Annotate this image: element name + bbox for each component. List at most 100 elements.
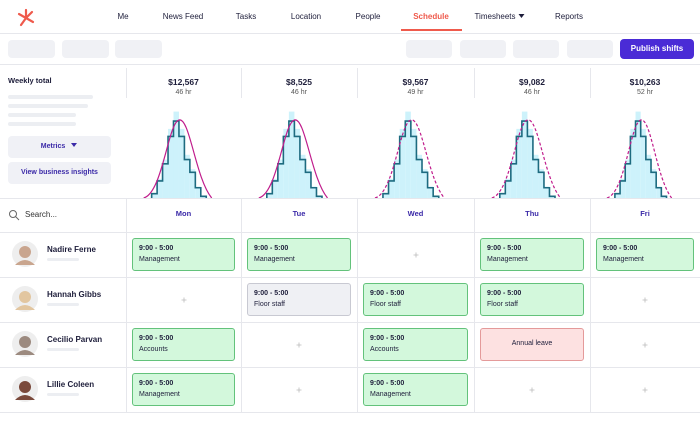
- placeholder-line: [47, 303, 79, 306]
- active-underline: [401, 29, 462, 31]
- shift-card[interactable]: 9:00 - 5:00 Management: [363, 373, 468, 406]
- add-shift[interactable]: [296, 342, 302, 348]
- employee-name: Hannah Gibbs: [47, 290, 102, 299]
- nav-item[interactable]: News Feed: [162, 12, 204, 21]
- shift-time: 9:00 - 5:00: [370, 380, 405, 387]
- shift-time: 9:00 - 5:00: [487, 290, 522, 297]
- shift-time: 9:00 - 5:00: [254, 245, 289, 252]
- nav-item[interactable]: Timesheets: [474, 12, 525, 21]
- publish-button[interactable]: Publish shifts: [620, 39, 694, 59]
- nav-item[interactable]: People: [355, 12, 381, 21]
- column-divider: [241, 68, 242, 98]
- shift-card[interactable]: 9:00 - 5:00 Floor staff: [363, 283, 468, 316]
- column-divider: [357, 68, 358, 98]
- demand-chart: [491, 111, 561, 198]
- shift-role: Management: [603, 256, 644, 263]
- filter-pill[interactable]: [406, 40, 452, 58]
- add-shift[interactable]: [642, 297, 648, 303]
- shift-role: Management: [139, 256, 180, 263]
- metrics-button[interactable]: Metrics: [8, 136, 111, 158]
- add-shift[interactable]: [642, 387, 648, 393]
- shift-card[interactable]: 9:00 - 5:00 Management: [132, 373, 235, 406]
- shift-card[interactable]: 9:00 - 5:00 Floor staff: [247, 283, 351, 316]
- column-divider: [357, 198, 358, 412]
- shift-time: 9:00 - 5:00: [254, 290, 289, 297]
- placeholder-line: [47, 393, 79, 396]
- row-divider: [0, 277, 700, 278]
- day-total: $8,525: [286, 77, 312, 87]
- column-divider: [590, 198, 591, 412]
- day-hours: 46 hr: [291, 89, 307, 96]
- nav-item[interactable]: Location: [290, 12, 322, 21]
- row-divider: [0, 367, 700, 368]
- shift-time: 9:00 - 5:00: [139, 380, 174, 387]
- shift-card[interactable]: 9:00 - 5:00 Management: [596, 238, 694, 271]
- logo: [17, 8, 35, 27]
- day-header: Fri: [640, 209, 650, 218]
- placeholder-line: [47, 258, 79, 261]
- search-input[interactable]: Search...: [25, 210, 58, 219]
- shift-time: 9:00 - 5:00: [370, 290, 405, 297]
- day-hours: 46 hr: [175, 89, 192, 96]
- shift-card[interactable]: 9:00 - 5:00 Floor staff: [480, 283, 584, 316]
- shift-role: Annual leave: [511, 340, 553, 347]
- column-divider: [590, 68, 591, 98]
- shift-card[interactable]: 9:00 - 5:00 Accounts: [132, 328, 235, 361]
- filter-pill[interactable]: [8, 40, 55, 58]
- nav-item[interactable]: Tasks: [235, 12, 257, 21]
- shift-role: Floor staff: [254, 301, 285, 308]
- day-header: Tue: [292, 209, 306, 218]
- add-shift[interactable]: [529, 387, 535, 393]
- filter-pill[interactable]: [460, 40, 506, 58]
- metrics-text: Metrics: [40, 143, 66, 150]
- day-header: Thu: [525, 209, 539, 218]
- insights-button[interactable]: View business insights: [8, 162, 111, 184]
- shift-role: Management: [254, 256, 295, 263]
- shift-time: 9:00 - 5:00: [139, 245, 174, 252]
- add-shift[interactable]: [413, 252, 419, 258]
- shift-role: Floor staff: [487, 301, 518, 308]
- caret: [518, 14, 525, 18]
- day-hours: 49 hr: [407, 89, 424, 96]
- filter-pill[interactable]: [513, 40, 559, 58]
- employee-name: Lillie Coleen: [47, 380, 95, 389]
- shift-role: Accounts: [370, 346, 399, 353]
- nav-item[interactable]: Reports: [554, 12, 584, 21]
- avatar: [12, 241, 38, 267]
- add-shift[interactable]: [642, 342, 648, 348]
- shift-card[interactable]: 9:00 - 5:00 Management: [247, 238, 351, 271]
- shift-card[interactable]: Annual leave: [480, 328, 584, 361]
- add-shift[interactable]: [296, 387, 302, 393]
- shift-time: 9:00 - 5:00: [603, 245, 638, 252]
- day-hours: 52 hr: [637, 89, 653, 96]
- demand-chart: [606, 111, 673, 198]
- shift-card[interactable]: 9:00 - 5:00 Management: [132, 238, 235, 271]
- filter-pill[interactable]: [62, 40, 109, 58]
- employee-name: Cecilio Parvan: [47, 335, 103, 344]
- day-total: $12,567: [168, 77, 199, 87]
- row-divider: [0, 232, 700, 233]
- placeholder-line: [47, 348, 79, 351]
- column-divider: [126, 68, 127, 98]
- shift-card[interactable]: 9:00 - 5:00 Management: [480, 238, 584, 271]
- row-divider: [0, 322, 700, 323]
- filter-pill[interactable]: [115, 40, 162, 58]
- shift-role: Floor staff: [370, 301, 401, 308]
- avatar: [12, 286, 38, 312]
- avatar: [12, 376, 38, 402]
- demand-chart: [258, 111, 328, 198]
- shift-time: 9:00 - 5:00: [139, 335, 174, 342]
- employee-name: Nadire Ferne: [47, 245, 96, 254]
- shift-card[interactable]: 9:00 - 5:00 Accounts: [363, 328, 468, 361]
- add-shift[interactable]: [181, 297, 187, 303]
- nav-item[interactable]: Schedule: [413, 12, 449, 21]
- search-icon: [9, 210, 20, 221]
- day-hours: 46 hr: [524, 89, 540, 96]
- column-divider: [474, 68, 475, 98]
- shift-time: 9:00 - 5:00: [487, 245, 522, 252]
- day-header: Mon: [175, 209, 192, 218]
- column-divider: [474, 198, 475, 412]
- nav-item[interactable]: Me: [117, 12, 129, 21]
- filter-pill[interactable]: [567, 40, 613, 58]
